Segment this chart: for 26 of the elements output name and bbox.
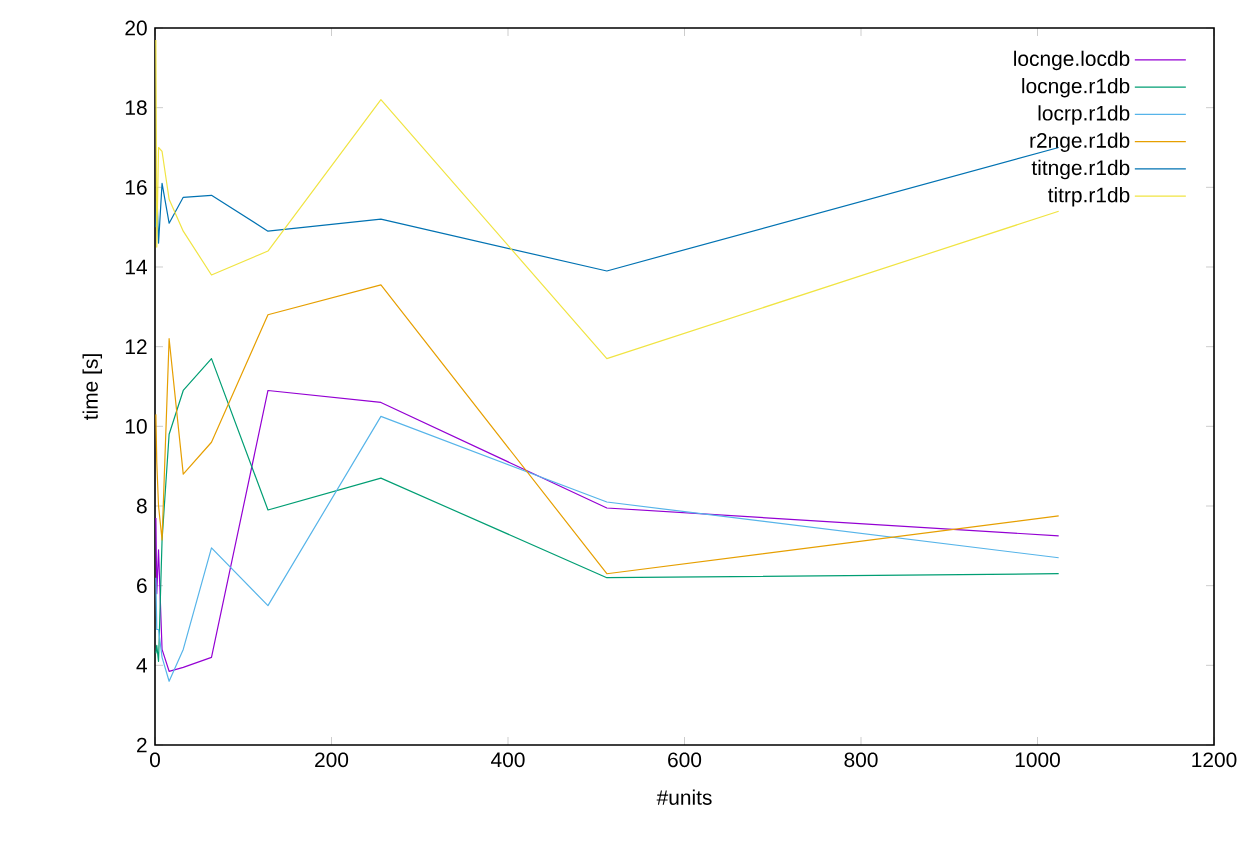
x-tick-label: 1200 bbox=[1192, 752, 1237, 768]
y-tick-label: 6 bbox=[137, 578, 147, 594]
line-series bbox=[155, 284, 1060, 575]
y-tick-label: 12 bbox=[125, 339, 147, 354]
legend-label: locnge.locdb bbox=[1014, 50, 1130, 71]
x-tick-label: 800 bbox=[844, 752, 878, 768]
y-tick-label: 14 bbox=[125, 259, 147, 275]
x-tick-label: 0 bbox=[149, 752, 160, 768]
y-tick-label: 10 bbox=[125, 418, 147, 434]
y-tick-label: 16 bbox=[125, 179, 147, 195]
x-axis-title: #units bbox=[656, 789, 712, 805]
y-tick-label: 18 bbox=[125, 100, 147, 116]
x-tick-label: 600 bbox=[668, 752, 702, 768]
x-tick-label: 200 bbox=[315, 752, 349, 768]
x-tick-label: 400 bbox=[491, 752, 525, 768]
legend-label: titrp.r1db bbox=[1047, 187, 1130, 207]
y-axis-title: time [s] bbox=[82, 354, 103, 420]
x-tick-label: 1000 bbox=[1015, 752, 1060, 768]
y-tick-label: 20 bbox=[125, 20, 147, 36]
legend-label: r2nge.r1db bbox=[1030, 132, 1130, 153]
legend-label: titnge.r1db bbox=[1031, 159, 1130, 180]
y-tick-label: 4 bbox=[136, 658, 147, 673]
y-tick-label: 2 bbox=[137, 737, 147, 753]
y-tick-label: 8 bbox=[136, 498, 147, 514]
legend-label: locnge.r1db bbox=[1022, 77, 1130, 98]
legend-label: locrp.r1db bbox=[1038, 105, 1130, 125]
